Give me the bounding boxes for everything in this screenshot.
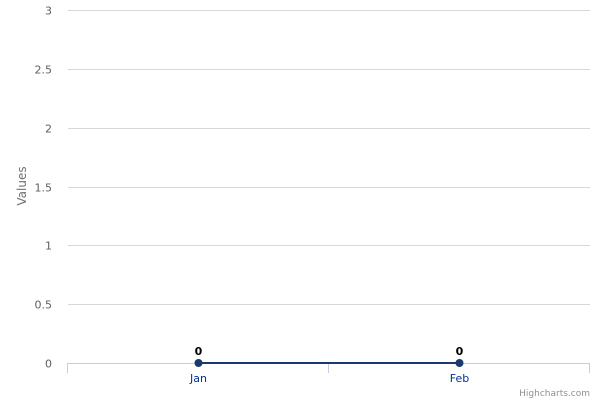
y-tick-label: 2.5 — [35, 64, 53, 77]
y-tick-label: 0 — [45, 358, 52, 371]
y-tick-label: 1.5 — [35, 182, 53, 195]
data-point[interactable] — [194, 359, 203, 367]
y-axis-title: Values — [15, 166, 29, 205]
y-tick-label: 2 — [45, 123, 52, 136]
grid-lines — [68, 10, 590, 364]
y-tick-label: 3 — [45, 5, 52, 18]
y-tick-label: 0.5 — [35, 299, 53, 312]
data-point[interactable] — [455, 359, 464, 367]
data-label: 0 — [456, 345, 464, 358]
series-group — [194, 359, 464, 367]
x-tick-label: Jan — [189, 372, 207, 385]
x-axis-tick-labels: Jan Feb — [189, 372, 469, 385]
credits-link[interactable]: Highcharts.com — [519, 389, 590, 399]
x-tick-label: Feb — [450, 372, 469, 385]
data-label: 0 — [195, 345, 203, 358]
y-tick-label: 1 — [45, 240, 52, 253]
x-axis — [67, 363, 590, 373]
y-axis-tick-labels: 0 0.5 1 1.5 2 2.5 3 — [35, 5, 53, 371]
